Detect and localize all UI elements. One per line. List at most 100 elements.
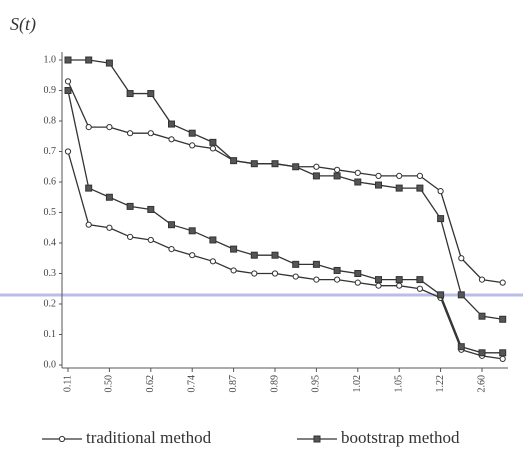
y-tick-label: 0.7 <box>44 146 57 157</box>
point <box>64 56 72 64</box>
point <box>85 124 92 131</box>
y-tick-label: 0.6 <box>44 176 57 187</box>
point <box>292 260 300 268</box>
point <box>478 312 486 320</box>
point <box>375 172 382 179</box>
point <box>58 435 66 443</box>
x-tick-label: 1.02 <box>352 375 363 393</box>
y-tick-label: 1.0 <box>44 54 57 65</box>
legend-label: bootstrap method <box>341 428 460 447</box>
point <box>105 193 113 201</box>
line <box>67 151 503 360</box>
point <box>168 246 175 253</box>
point <box>416 184 424 192</box>
point <box>313 435 321 443</box>
point <box>85 184 93 192</box>
point <box>395 276 403 284</box>
point <box>416 172 423 179</box>
point <box>230 245 238 253</box>
y-tick-label: 0.4 <box>44 237 57 248</box>
point <box>168 136 175 143</box>
point <box>478 276 486 283</box>
point <box>334 166 341 173</box>
point <box>147 130 154 137</box>
y-tick-label: 0.3 <box>44 268 57 279</box>
x-tick-label: 0.11 <box>62 375 73 392</box>
point <box>64 148 72 155</box>
point <box>168 221 175 229</box>
point <box>85 56 93 64</box>
point <box>313 163 320 170</box>
point <box>395 184 403 192</box>
y-tick-label: 0.5 <box>44 207 57 218</box>
point <box>188 129 196 137</box>
x-tick-label: 0.62 <box>145 375 156 393</box>
point <box>499 355 506 362</box>
point <box>437 291 445 299</box>
legend-label: traditional method <box>86 428 212 447</box>
point <box>312 172 320 180</box>
point <box>437 215 445 223</box>
point <box>147 90 155 98</box>
point <box>457 291 465 299</box>
point <box>209 236 217 244</box>
point <box>209 258 216 265</box>
point <box>230 157 238 165</box>
point <box>312 260 320 268</box>
point <box>251 270 258 277</box>
line <box>68 59 503 320</box>
point <box>189 142 196 149</box>
x-tick-label: 0.87 <box>228 375 239 393</box>
point <box>396 282 403 289</box>
point <box>292 273 299 280</box>
point <box>499 349 507 357</box>
point <box>478 349 486 357</box>
y-tick-label: 0.8 <box>44 115 57 126</box>
point <box>354 279 361 286</box>
point <box>271 270 279 277</box>
point <box>168 120 175 128</box>
point <box>334 276 341 283</box>
point <box>271 251 279 259</box>
point <box>126 202 134 210</box>
y-tick-label: 0.2 <box>44 298 57 309</box>
point <box>313 276 320 283</box>
point <box>354 169 361 176</box>
x-tick-label: 1.22 <box>435 375 446 393</box>
point <box>499 315 507 323</box>
point <box>333 172 341 180</box>
point <box>375 276 382 284</box>
point <box>375 282 382 289</box>
point <box>85 221 92 228</box>
point <box>230 267 237 274</box>
point <box>396 172 403 179</box>
y-tick-label: 0.0 <box>44 359 57 370</box>
point <box>189 252 196 259</box>
line <box>67 90 503 354</box>
point <box>271 160 279 168</box>
point <box>147 236 154 244</box>
x-tick-label: 0.50 <box>104 375 115 393</box>
x-tick-label: 0.74 <box>186 375 197 393</box>
point <box>354 178 362 186</box>
point <box>106 124 113 131</box>
point <box>105 59 113 67</box>
x-tick-label: 2.60 <box>476 375 487 393</box>
y-tick-label: 0.9 <box>44 85 57 96</box>
point <box>333 266 341 274</box>
x-tick-label: 0.95 <box>311 375 322 393</box>
point <box>147 205 155 213</box>
x-tick-label: 1.05 <box>393 375 404 393</box>
point <box>126 90 134 98</box>
point <box>106 224 113 231</box>
x-tick-label: 0.89 <box>269 375 280 393</box>
point <box>437 188 444 195</box>
point <box>457 343 465 351</box>
point <box>188 227 196 235</box>
point <box>416 285 423 292</box>
point <box>209 145 216 152</box>
point <box>499 279 506 286</box>
point <box>375 181 382 189</box>
y-tick-label: 0.1 <box>44 329 57 340</box>
